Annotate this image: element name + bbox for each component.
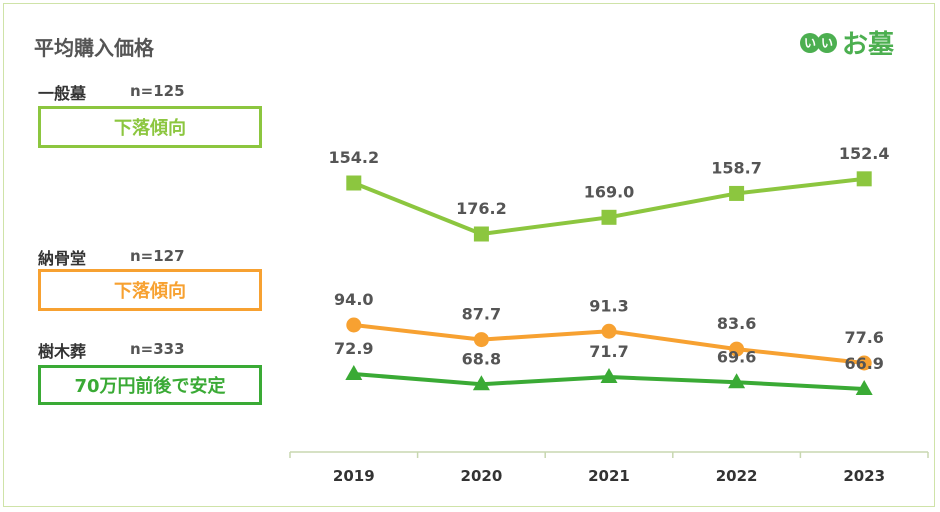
data-label: 72.9 <box>334 339 373 358</box>
chart-title: 平均購入価格 <box>34 36 154 60</box>
data-label: 152.4 <box>839 144 890 163</box>
category-name-ippanbo: 一般墓 <box>38 84 87 103</box>
data-point-square <box>346 175 362 191</box>
data-label: 66.9 <box>844 354 883 373</box>
logo-badge-char: い <box>817 32 837 53</box>
category-name-nokotsudo: 納骨堂 <box>38 249 87 268</box>
data-label: 87.7 <box>462 305 501 324</box>
trend-box-jumokuso: 70万円前後で安定 <box>38 365 262 405</box>
data-point-circle <box>473 332 489 348</box>
data-point-circle <box>856 355 872 371</box>
data-label: 71.7 <box>589 342 628 361</box>
data-point-square <box>473 226 489 242</box>
data-point-square <box>729 185 745 201</box>
brand-logo: い い お墓 <box>800 24 894 61</box>
trend-box-nokotsudo: 下落傾向 <box>38 269 262 311</box>
data-point-circle <box>729 341 745 357</box>
data-point-triangle <box>600 368 618 383</box>
x-tick-label: 2021 <box>588 467 630 485</box>
data-label: 69.6 <box>717 347 756 366</box>
data-label: 176.2 <box>456 199 507 218</box>
data-label: 158.7 <box>711 158 762 177</box>
x-tick-label: 2020 <box>461 467 503 485</box>
x-tick-label: 2022 <box>716 467 758 485</box>
data-point-square <box>856 171 872 187</box>
category-n-jumokuso: n=333 <box>130 340 185 358</box>
data-point-triangle <box>855 380 873 395</box>
category-name-jumokuso: 樹木葬 <box>38 342 87 361</box>
data-label: 94.0 <box>334 290 373 309</box>
logo-badge: い い <box>800 32 837 53</box>
x-tick-label: 2019 <box>333 467 375 485</box>
data-label: 77.6 <box>844 328 883 347</box>
data-label: 169.0 <box>584 182 635 201</box>
data-label: 68.8 <box>462 349 501 368</box>
data-label: 154.2 <box>328 148 379 167</box>
logo-badge-char: い <box>800 32 820 53</box>
x-tick-label: 2023 <box>843 467 885 485</box>
data-point-triangle <box>345 365 363 380</box>
data-point-circle <box>601 323 617 339</box>
category-n-nokotsudo: n=127 <box>130 247 185 265</box>
chart-frame <box>3 3 935 507</box>
trend-box-ippanbo: 下落傾向 <box>38 106 262 148</box>
data-point-triangle <box>728 373 746 389</box>
data-label: 91.3 <box>589 296 628 315</box>
category-n-ippanbo: n=125 <box>130 82 185 100</box>
data-point-circle <box>346 317 362 333</box>
data-point-square <box>601 209 617 225</box>
logo-text: お墓 <box>842 30 895 60</box>
data-point-triangle <box>472 375 490 391</box>
data-label: 83.6 <box>717 314 756 333</box>
